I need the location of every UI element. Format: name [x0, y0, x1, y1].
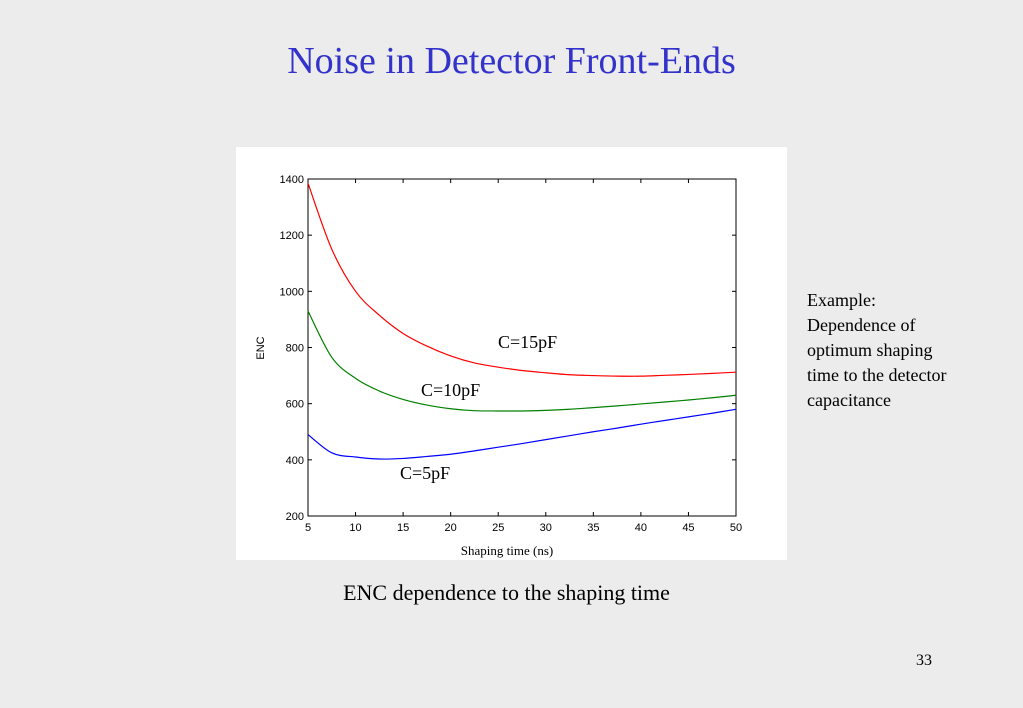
- page-number: 33: [916, 652, 932, 669]
- series-line-c5pf: [307, 408, 737, 460]
- x-tick-label: 20: [445, 522, 457, 534]
- x-tick-label: 5: [305, 522, 311, 534]
- series-label-c10: C=10pF: [421, 380, 480, 400]
- x-tick-label: 40: [635, 522, 647, 534]
- y-tick-label: 400: [286, 455, 304, 467]
- note-line: Example:: [807, 290, 876, 310]
- enc-chart: 5 10 15 20 25 30 35 40 45 50 200 400 600 800 1000 1200 1…: [255, 174, 743, 558]
- series-line-c15pf: [307, 183, 737, 377]
- series-label-c15: C=15pF: [498, 332, 557, 352]
- x-tick-label: 25: [492, 522, 504, 534]
- note-line: Dependence of: [807, 315, 916, 335]
- note-line: capacitance: [807, 390, 891, 410]
- y-tick-label: 200: [286, 511, 304, 523]
- y-tick-label: 600: [286, 399, 304, 411]
- series-line-c10pf: [307, 310, 737, 412]
- axis-ticks: 5 10 15 20 25 30 35 40 45 50 200 400 600 800 1000 1200 1…: [280, 174, 743, 534]
- x-tick-label: 45: [682, 522, 694, 534]
- x-tick-label: 50: [730, 522, 742, 534]
- x-axis-label: Shaping time (ns): [461, 543, 553, 558]
- x-tick-label: 15: [397, 522, 409, 534]
- y-axis-label: ENC: [255, 336, 267, 359]
- example-note: Example: Dependence of optimum shaping t…: [807, 288, 1007, 413]
- y-tick-label: 1000: [280, 286, 304, 298]
- plot-area: [307, 178, 737, 517]
- y-tick-label: 1400: [280, 174, 304, 186]
- slide-title: Noise in Detector Front-Ends: [287, 40, 736, 82]
- x-tick-label: 30: [540, 522, 552, 534]
- series-label-c5: C=5pF: [400, 463, 450, 483]
- y-tick-label: 800: [286, 343, 304, 355]
- y-tick-label: 1200: [280, 230, 304, 242]
- figure-caption: ENC dependence to the shaping time: [343, 580, 670, 605]
- x-tick-label: 10: [349, 522, 361, 534]
- series-lines: [307, 183, 737, 460]
- note-line: optimum shaping: [807, 340, 933, 360]
- note-line: time to the detector: [807, 365, 947, 385]
- x-tick-label: 35: [587, 522, 599, 534]
- enc-chart-panel: 5 10 15 20 25 30 35 40 45 50 200 400 600 800 1000 1200 1…: [236, 147, 787, 560]
